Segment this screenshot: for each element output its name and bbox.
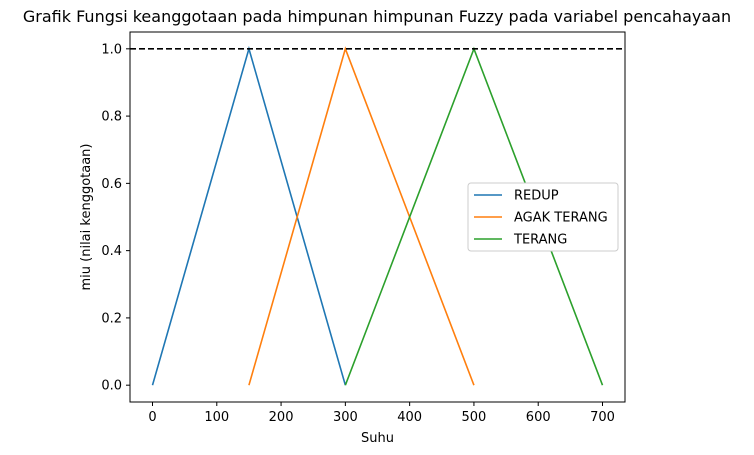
x-tick-label: 400 [397,410,422,425]
y-tick-label: 0.0 [101,379,122,394]
legend-label: TERANG [513,233,567,248]
y-tick-label: 0.4 [101,244,122,259]
chart-title: Grafik Fungsi keanggotaan pada himpunan … [23,7,731,26]
legend-box [467,182,619,252]
x-tick-label: 500 [462,410,487,425]
x-tick-label: 300 [333,410,358,425]
series-line-redup [151,45,347,386]
y-axis-ticks: 0.0 0.2 0.4 0.6 0.8 1.0 [101,42,130,394]
legend-label: AGAK TERANG [514,211,608,226]
axes-frame [129,31,626,403]
x-tick-label: 700 [590,410,615,425]
series-line-agak-terang [248,46,475,386]
plot-area: 0 100 200 300 400 500 600 700 0.0 0.2 0.4 0.6 0.8 1.… [101,31,626,425]
x-tick-label: 100 [204,410,229,425]
y-tick-label: 0.6 [101,177,122,192]
y-tick-label: 0.8 [101,110,122,125]
legend: REDUP AGAK TERANG TERANG [467,182,619,252]
y-tick-label: 0.2 [101,311,122,326]
legend-label: REDUP [514,189,559,204]
x-tick-label: 200 [269,410,294,425]
y-tick-label: 1.0 [101,42,122,57]
x-axis-label: Suhu [361,431,394,446]
y-axis-label: miu (nilai kenggotaan) [79,144,94,291]
x-tick-label: 600 [526,410,551,425]
x-axis-ticks: 0 100 200 300 400 500 600 700 [148,402,615,425]
series-layer [130,45,625,386]
x-tick-label: 0 [148,410,156,425]
